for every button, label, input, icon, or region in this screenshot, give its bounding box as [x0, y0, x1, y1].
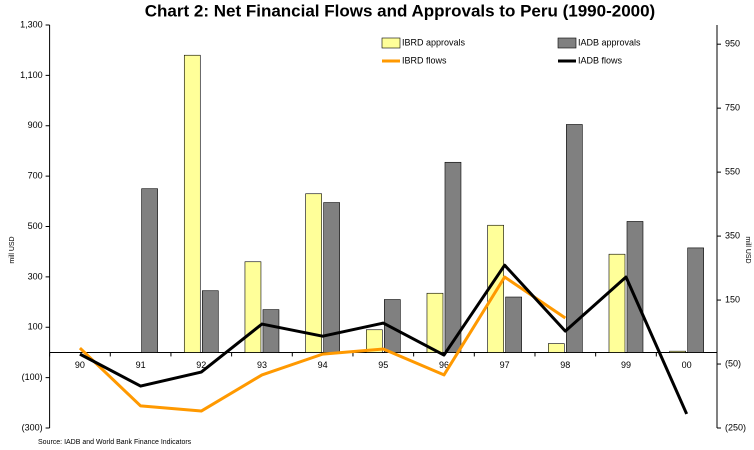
- y-tick-label: 500: [28, 221, 43, 231]
- bar: [505, 296, 522, 353]
- y2-tick-label: 150: [725, 294, 740, 304]
- y2-tick-label: 550: [725, 167, 740, 177]
- x-tick-label: 96: [439, 360, 449, 370]
- legend-label: IADB approvals: [578, 37, 641, 47]
- bar: [262, 309, 280, 353]
- x-tick-label: 93: [257, 360, 267, 370]
- bar: [548, 343, 565, 353]
- x-tick-label: 92: [196, 360, 206, 370]
- bar: [305, 193, 322, 353]
- bar: [365, 329, 383, 353]
- y-axis-label: mill USD: [9, 236, 16, 263]
- x-tick-label: 98: [560, 360, 570, 370]
- y-tick-label: (100): [22, 372, 43, 382]
- line: [79, 263, 689, 415]
- y-tick-label: 100: [28, 322, 43, 332]
- bar: [323, 202, 340, 353]
- bar: [626, 221, 644, 353]
- x-tick-label: 95: [378, 360, 388, 370]
- x-tick-label: 00: [682, 360, 692, 370]
- legend-swatch: [381, 37, 401, 49]
- legend-label: IADB flows: [578, 55, 623, 65]
- y-tick-label: 1,300: [20, 19, 43, 29]
- bar: [566, 124, 583, 353]
- bar: [444, 161, 462, 353]
- x-tick-label: 91: [136, 360, 146, 370]
- bar: [244, 261, 262, 353]
- bar: [687, 247, 704, 353]
- bar: [608, 253, 626, 353]
- bar: [669, 350, 686, 353]
- y2-tick-label: 950: [725, 39, 740, 49]
- y-tick-label: 300: [28, 271, 43, 281]
- y-tick-label: (300): [22, 422, 43, 432]
- bar: [201, 290, 219, 353]
- bar: [183, 54, 201, 353]
- x-tick-label: 90: [75, 360, 85, 370]
- bar: [426, 292, 444, 353]
- y2-tick-label: (50): [725, 358, 741, 368]
- y2-tick-label: 350: [725, 230, 740, 240]
- y-tick-label: 900: [28, 120, 43, 130]
- legend-label: IBRD flows: [402, 55, 447, 65]
- x-tick-label: 99: [621, 360, 631, 370]
- x-tick-label: 94: [318, 360, 328, 370]
- y-tick-label: 700: [28, 171, 43, 181]
- chart-title: Chart 2: Net Financial Flows and Approva…: [145, 1, 655, 20]
- bar: [141, 188, 158, 353]
- legend-label: IBRD approvals: [402, 37, 466, 47]
- legend-swatch: [557, 37, 577, 49]
- y2-tick-label: 750: [725, 103, 740, 113]
- y2-axis-label: mill USD: [744, 236, 751, 263]
- y-tick-label: 1,100: [20, 70, 43, 80]
- line: [78, 275, 567, 413]
- source-note: Source: IADB and World Bank Finance Indi…: [38, 439, 192, 446]
- x-tick-label: 97: [500, 360, 510, 370]
- y2-tick-label: (250): [725, 422, 746, 432]
